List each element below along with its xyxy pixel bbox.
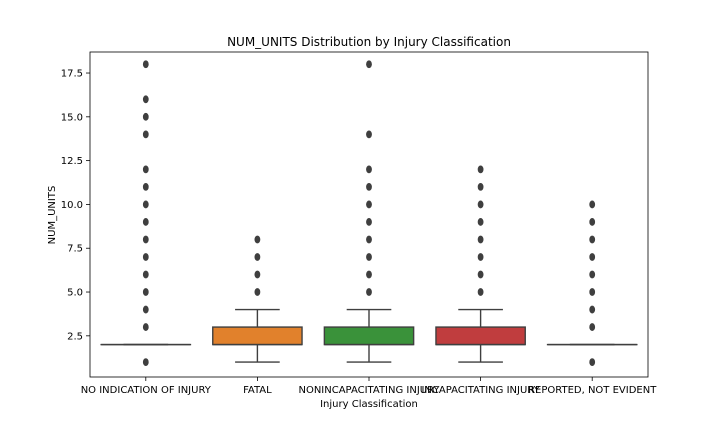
- y-axis: 2.5 5.0 7.5 10.0 12.5 15.0 17.5: [61, 69, 90, 342]
- outlier-point: [589, 358, 596, 367]
- box-group: [212, 235, 303, 363]
- outlier-point: [366, 288, 372, 296]
- y-tick-label: 15.0: [61, 112, 83, 123]
- x-axis-title: Injury Classification: [320, 399, 418, 410]
- chart-title: NUM_UNITS Distribution by Injury Classif…: [227, 35, 511, 49]
- x-tick-label: INCAPACITATING INJURY: [421, 385, 540, 396]
- outlier-point: [254, 235, 261, 244]
- outlier-point: [142, 305, 149, 314]
- outlier-point: [589, 218, 596, 226]
- outlier-point: [142, 60, 149, 69]
- outlier-point: [589, 288, 596, 296]
- outlier-point: [477, 235, 484, 244]
- outlier-point: [477, 270, 484, 279]
- box-group: [323, 60, 415, 363]
- outlier-point: [366, 165, 372, 174]
- outlier-point: [366, 270, 372, 279]
- box-group: [546, 200, 638, 367]
- outlier-point: [142, 95, 149, 104]
- y-tick-label: 7.5: [67, 244, 83, 255]
- outlier-point: [589, 253, 596, 261]
- x-tick-label: REPORTED, NOT EVIDENT: [528, 385, 657, 396]
- y-tick-label: 12.5: [61, 156, 83, 167]
- y-tick-label: 2.5: [67, 331, 83, 342]
- y-tick-label: 5.0: [67, 288, 83, 299]
- outlier-point: [477, 288, 484, 296]
- x-tick-label: FATAL: [243, 385, 272, 396]
- outlier-point: [366, 130, 372, 139]
- outlier-point: [254, 288, 261, 296]
- outlier-point: [366, 183, 372, 191]
- outlier-point: [477, 165, 484, 174]
- outlier-point: [589, 270, 596, 279]
- outlier-point: [589, 235, 596, 244]
- outlier-point: [366, 218, 372, 226]
- box: [212, 326, 303, 346]
- outlier-point: [142, 323, 149, 331]
- outlier-point: [366, 60, 372, 69]
- y-tick-label: 17.5: [61, 69, 83, 80]
- outlier-point: [477, 253, 484, 261]
- outlier-point: [142, 235, 149, 244]
- box: [323, 326, 415, 346]
- outlier-point: [366, 200, 372, 209]
- outlier-point: [477, 200, 484, 209]
- x-tick-label: NO INDICATION OF INJURY: [81, 385, 212, 396]
- outlier-point: [142, 130, 149, 139]
- outlier-point: [477, 183, 484, 191]
- outlier-point: [366, 253, 372, 261]
- outlier-point: [142, 183, 149, 191]
- outlier-point: [589, 305, 596, 314]
- box: [435, 326, 526, 346]
- outlier-point: [142, 358, 149, 367]
- y-tick-label: 10.0: [61, 200, 83, 211]
- outlier-point: [254, 253, 261, 261]
- outlier-point: [142, 218, 149, 226]
- box-group: [435, 165, 526, 363]
- outlier-point: [142, 165, 149, 174]
- x-tick-label: NONINCAPACITATING INJURY: [298, 385, 440, 396]
- outlier-point: [142, 288, 149, 296]
- outlier-point: [142, 270, 149, 279]
- box-group: [100, 60, 192, 367]
- y-axis-title: NUM_UNITS: [47, 186, 58, 245]
- x-axis: NO INDICATION OF INJURY FATAL NONINCAPACIT…: [81, 377, 657, 396]
- outlier-point: [589, 323, 596, 331]
- outlier-point: [366, 235, 372, 244]
- outlier-point: [142, 112, 149, 121]
- outlier-point: [477, 218, 484, 226]
- outlier-point: [589, 200, 596, 209]
- outlier-point: [142, 253, 149, 261]
- boxes-layer: [100, 60, 638, 367]
- outlier-point: [254, 270, 261, 279]
- outlier-point: [142, 200, 149, 209]
